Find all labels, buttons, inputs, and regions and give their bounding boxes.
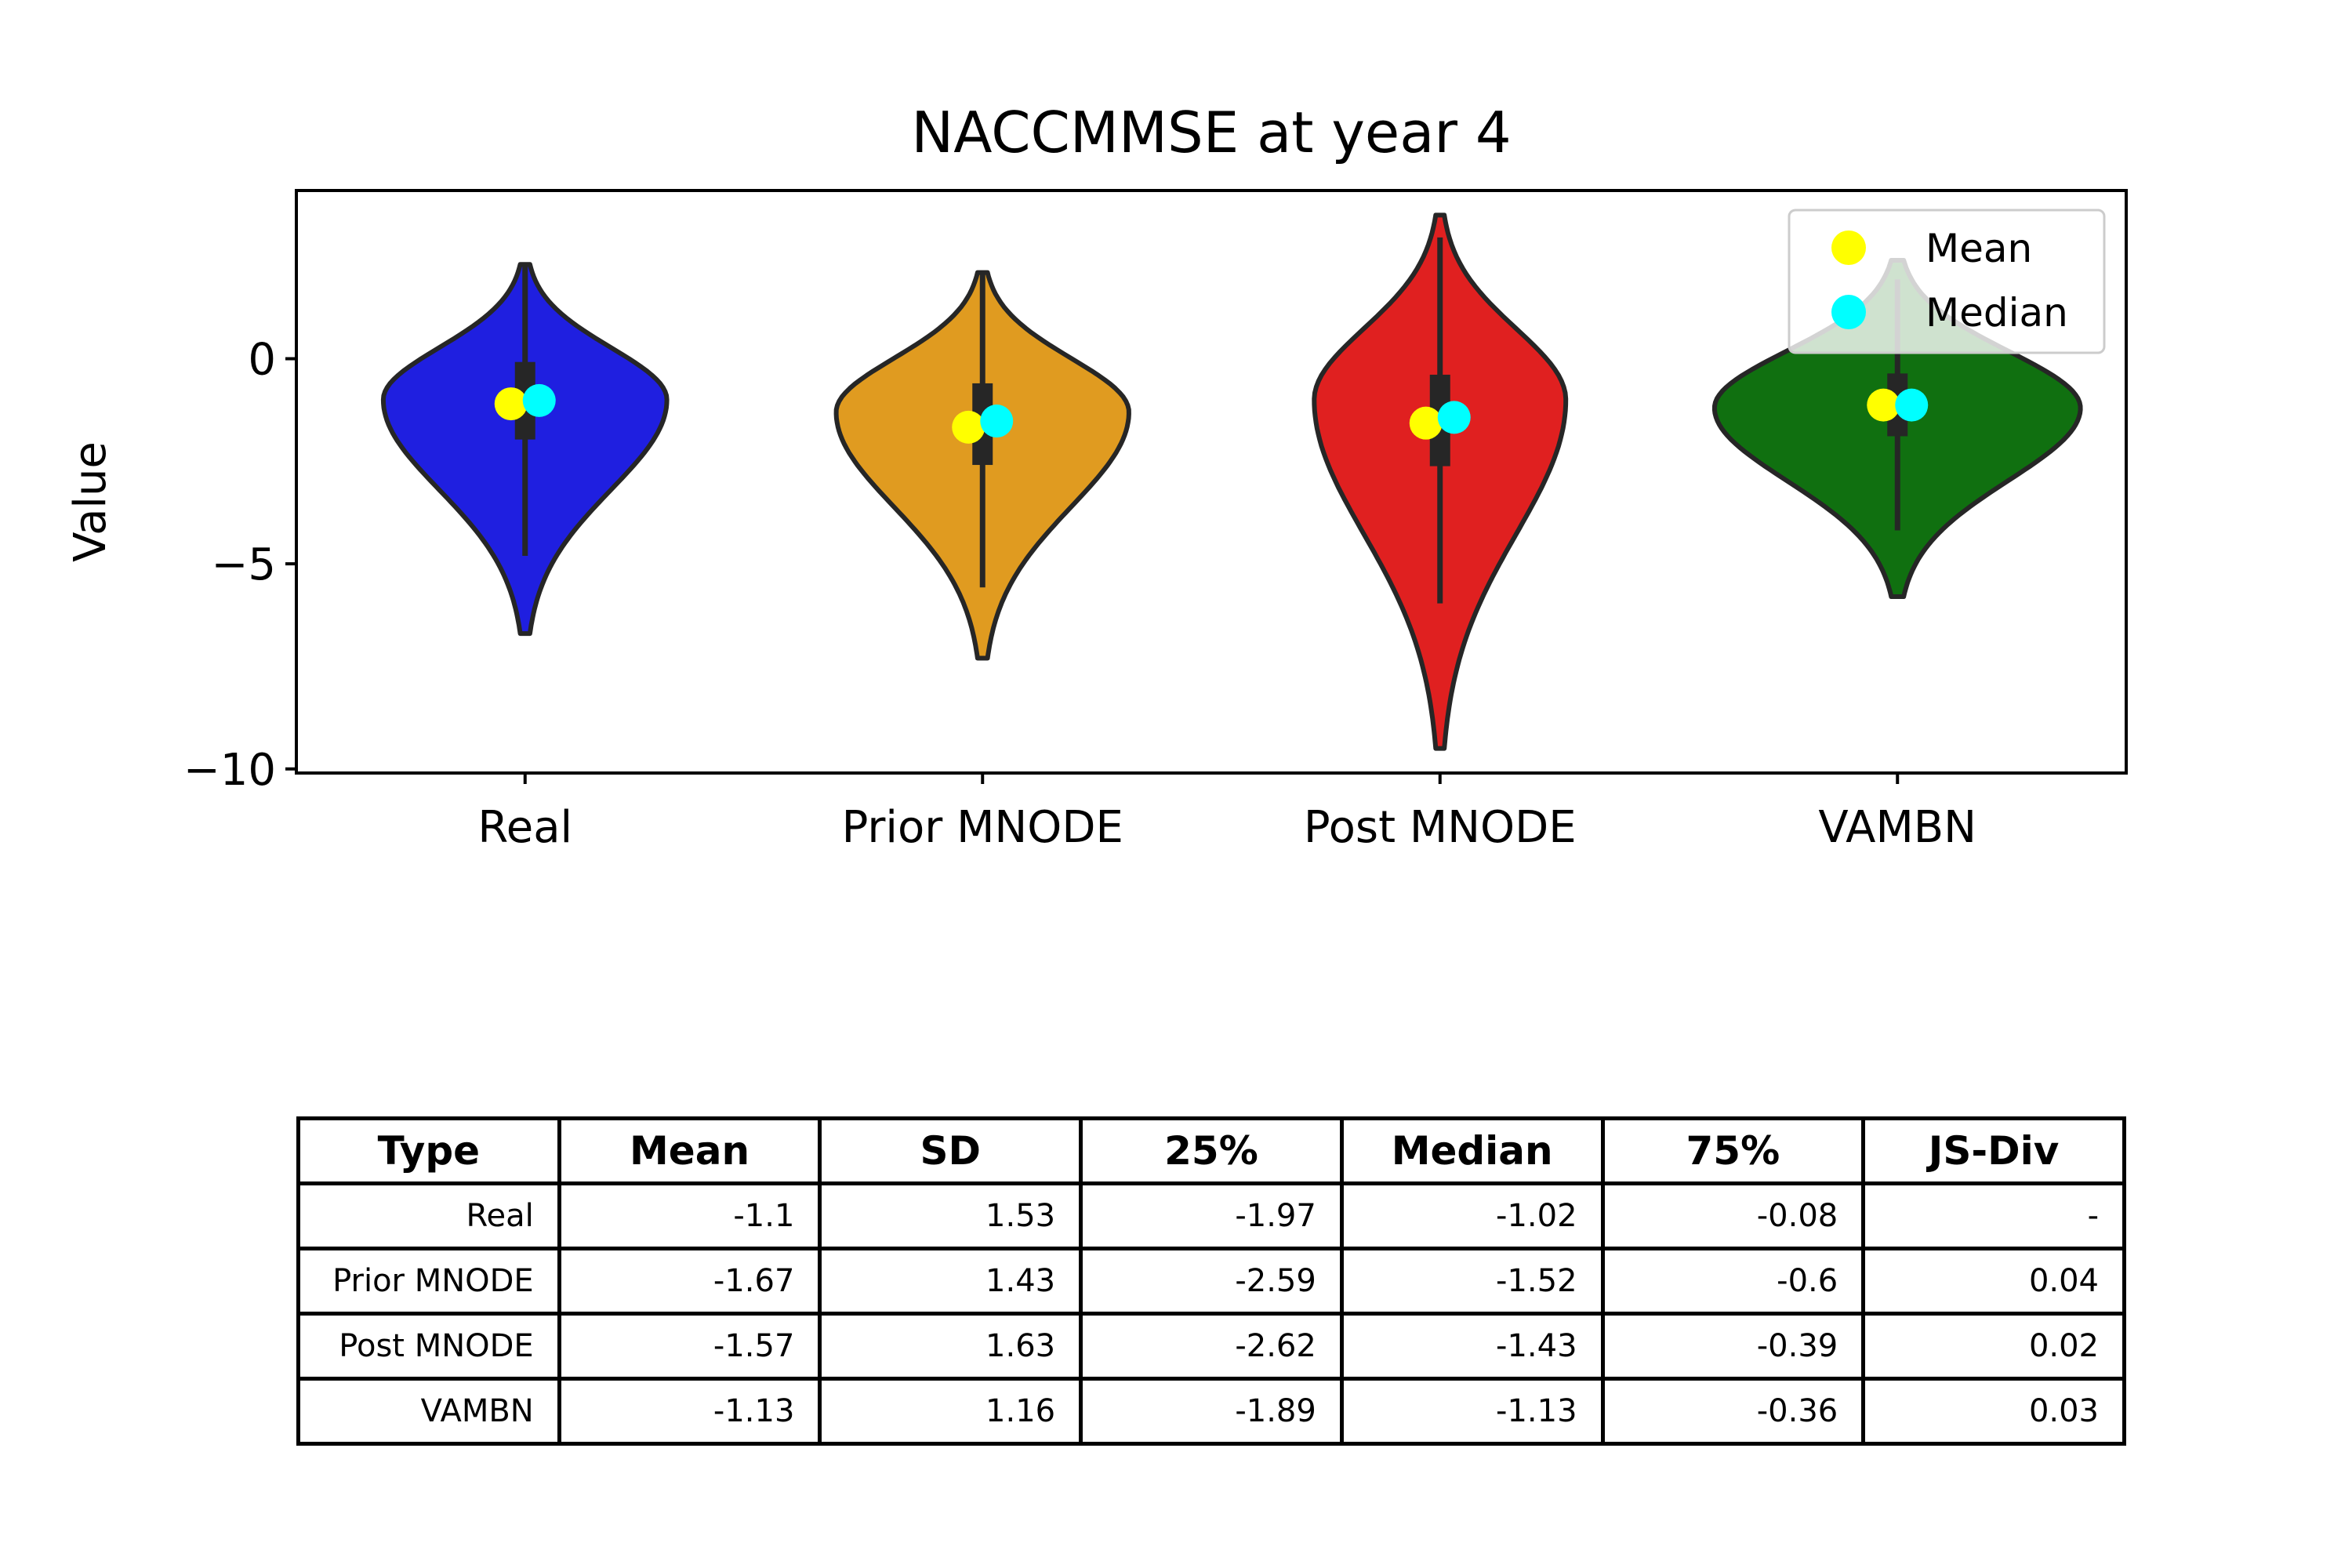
cell-jsdiv: 0.02 — [1861, 1312, 2126, 1381]
table-row: Real -1.1 1.53 -1.97 -1.02 -0.08 - — [296, 1181, 2126, 1250]
table-row: VAMBN -1.13 1.16 -1.89 -1.13 -0.36 0.03 — [296, 1377, 2126, 1446]
x-tick-label: Post MNODE — [1304, 802, 1577, 853]
chart-title: NACCMMSE at year 4 — [911, 100, 1511, 165]
mean-point — [952, 410, 985, 444]
x-tick-label: VAMBN — [1818, 802, 1976, 853]
stats-table: Type Mean SD 25% Median 75% JS-Div Real … — [296, 1116, 2126, 1446]
cell-type: VAMBN — [296, 1377, 561, 1446]
y-tick-label: −10 — [183, 745, 276, 796]
x-tick-label: Real — [477, 802, 572, 853]
cell-sd: 1.53 — [818, 1181, 1083, 1250]
cell-sd: 1.43 — [818, 1247, 1083, 1316]
cell-median: -1.02 — [1339, 1181, 1605, 1250]
cell-q3: -0.6 — [1600, 1247, 1866, 1316]
violin-chart: NACCMMSE at year 4 Value 0 −5 −10 Real Prior… — [65, 100, 2128, 853]
cell-type: Post MNODE — [296, 1312, 561, 1381]
header-jsdiv: JS-Div — [1861, 1116, 2126, 1185]
legend: Mean Median — [1788, 209, 2106, 354]
mean-point — [494, 387, 528, 421]
y-tick-label: 0 — [248, 335, 276, 386]
header-mean: Mean — [557, 1116, 822, 1185]
table-header-row: Type Mean SD 25% Median 75% JS-Div — [296, 1116, 2126, 1185]
cell-median: -1.13 — [1339, 1377, 1605, 1446]
y-axis-label: Value — [65, 441, 116, 562]
legend-mean-marker — [1831, 230, 1866, 265]
cell-q3: -0.36 — [1600, 1377, 1866, 1446]
cell-mean: -1.1 — [557, 1181, 822, 1250]
cell-sd: 1.63 — [818, 1312, 1083, 1381]
cell-type: Prior MNODE — [296, 1247, 561, 1316]
cell-sd: 1.16 — [818, 1377, 1083, 1446]
plot-frame — [295, 189, 2128, 775]
cell-type: Real — [296, 1181, 561, 1250]
x-tick-label: Prior MNODE — [842, 802, 1123, 853]
median-point — [1437, 401, 1471, 434]
cell-median: -1.52 — [1339, 1247, 1605, 1316]
cell-jsdiv: - — [1861, 1181, 2126, 1250]
table-row: Prior MNODE -1.67 1.43 -2.59 -1.52 -0.6 … — [296, 1247, 2126, 1316]
legend-median-marker — [1831, 295, 1866, 329]
header-median: Median — [1339, 1116, 1605, 1185]
median-point — [980, 405, 1014, 438]
cell-mean: -1.13 — [557, 1377, 822, 1446]
cell-median: -1.43 — [1339, 1312, 1605, 1381]
header-sd: SD — [818, 1116, 1083, 1185]
y-tick-label: −5 — [211, 539, 276, 590]
cell-q3: -0.08 — [1600, 1181, 1866, 1250]
legend-label: Median — [1926, 290, 2068, 336]
cell-q1: -1.97 — [1079, 1181, 1344, 1250]
median-point — [522, 383, 556, 417]
median-point — [1895, 388, 1929, 422]
mean-point — [1409, 406, 1443, 440]
cell-mean: -1.57 — [557, 1312, 822, 1381]
legend-label: Mean — [1926, 226, 2032, 271]
axes: 0 −5 −10 Real Prior MNODE Post MNODE VAMBN — [183, 189, 2128, 853]
cell-jsdiv: 0.03 — [1861, 1377, 2126, 1446]
legend-box — [1788, 209, 2106, 354]
table-row: Post MNODE -1.57 1.63 -2.62 -1.43 -0.39 … — [296, 1312, 2126, 1381]
header-type: Type — [296, 1116, 561, 1185]
cell-jsdiv: 0.04 — [1861, 1247, 2126, 1316]
header-q1: 25% — [1079, 1116, 1344, 1185]
cell-q1: -1.89 — [1079, 1377, 1344, 1446]
cell-q3: -0.39 — [1600, 1312, 1866, 1381]
cell-q1: -2.62 — [1079, 1312, 1344, 1381]
mean-point — [1867, 388, 1900, 422]
header-q3: 75% — [1600, 1116, 1866, 1185]
cell-q1: -2.59 — [1079, 1247, 1344, 1316]
cell-mean: -1.67 — [557, 1247, 822, 1316]
